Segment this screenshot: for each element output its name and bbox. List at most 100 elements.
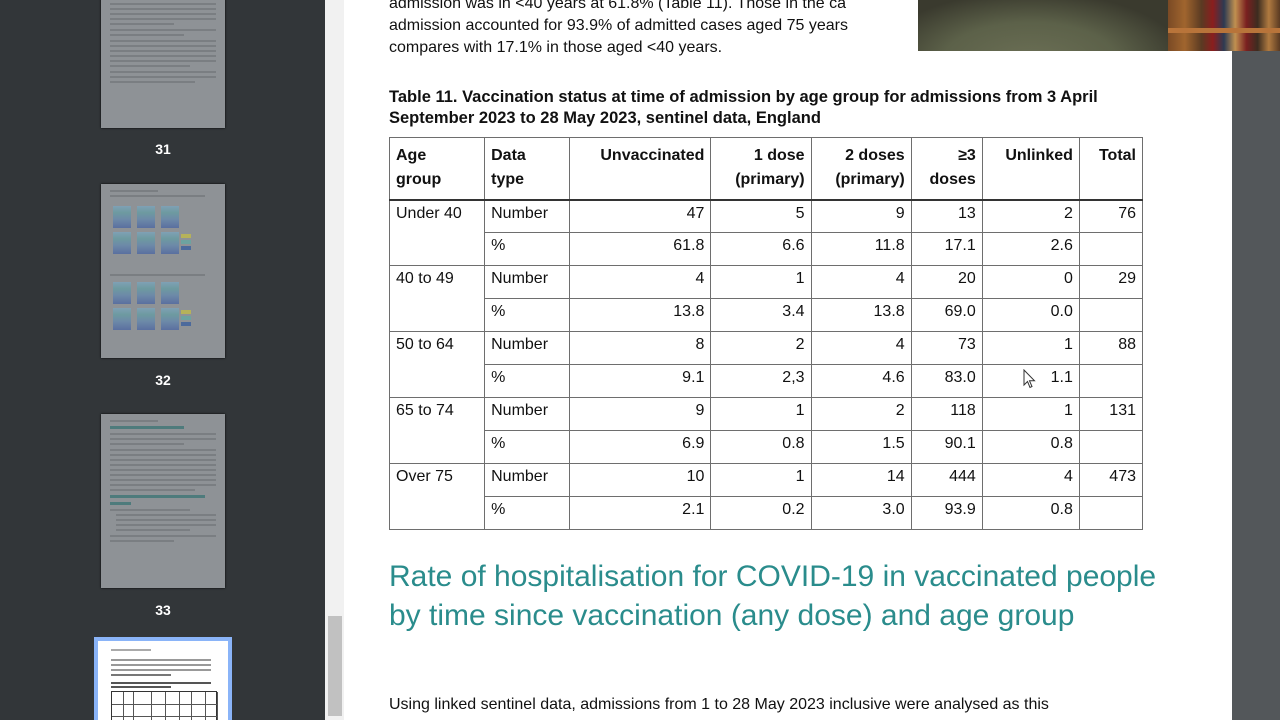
- value-cell: 0.8: [981, 430, 1080, 464]
- value-cell: 83.0: [910, 364, 983, 398]
- value-cell: 1: [981, 331, 1080, 365]
- thumbnail-page-current[interactable]: [94, 637, 232, 720]
- value-cell: 2: [981, 199, 1080, 233]
- document-page: admission was in <40 years at 61.8% (Tab…: [344, 0, 1232, 720]
- value-cell: 9: [569, 397, 712, 431]
- header-unlinked: Unlinked: [981, 137, 1080, 200]
- thumbnail-page-31[interactable]: [101, 0, 225, 128]
- sidebar-scrollbar-thumb[interactable]: [328, 616, 342, 716]
- value-cell: 118: [910, 397, 983, 431]
- thumbnail-label: 31: [155, 141, 171, 157]
- value-cell: 6.6: [710, 232, 812, 266]
- table-row: % 6.9 0.8 1.5 90.1 0.8: [390, 430, 1144, 464]
- data-type-cell: %: [484, 430, 571, 464]
- value-cell: 3.4: [710, 298, 812, 332]
- value-cell: 1: [981, 397, 1080, 431]
- intro-line: admission accounted for 93.9% of admitte…: [389, 17, 848, 34]
- thumbnail-sidebar[interactable]: 31 32: [0, 0, 325, 720]
- age-group-cell: 65 to 74: [388, 397, 486, 464]
- age-group-cell: Over 75: [388, 463, 486, 530]
- data-type-cell: %: [484, 298, 571, 332]
- value-cell: 90.1: [910, 430, 983, 464]
- value-cell: 1: [710, 265, 812, 299]
- value-cell: 17.1: [910, 232, 983, 266]
- mouse-cursor-icon: [1023, 369, 1036, 389]
- value-cell: 73: [910, 331, 983, 365]
- thumbnail-table: [111, 691, 218, 720]
- total-cell: 131: [1078, 397, 1144, 431]
- thumbnail-chart: [113, 282, 179, 330]
- value-cell: 9: [810, 199, 912, 233]
- table-row: 40 to 49 Number 4 1 4 20 0 29: [388, 265, 1144, 332]
- viewer-background: [1232, 0, 1280, 720]
- thumbnail-chart: [113, 206, 179, 254]
- value-cell: 4: [569, 265, 712, 299]
- value-cell: 13.8: [810, 298, 912, 332]
- value-cell: 14: [810, 463, 912, 497]
- data-type-cell: %: [484, 496, 571, 530]
- data-type-cell: Number: [484, 397, 571, 431]
- table-row: Over 75 Number 10 1 14 444 4 473: [388, 463, 1144, 530]
- sidebar-scrollbar-track[interactable]: [325, 0, 344, 720]
- header-total: Total: [1078, 137, 1144, 200]
- data-type-cell: Number: [484, 199, 571, 233]
- value-cell: 4: [981, 463, 1080, 497]
- header-age-group: Age group: [388, 137, 486, 200]
- header-data-type: Data type: [484, 137, 571, 200]
- total-cell: 29: [1078, 265, 1144, 299]
- value-cell: 444: [910, 463, 983, 497]
- total-cell: 473: [1078, 463, 1144, 497]
- value-cell: 5: [710, 199, 812, 233]
- vaccination-status-table: Age group Data type Unvaccinated 1 dose (pr…: [388, 137, 1144, 530]
- intro-line: compares with 17.1% in those aged <40 ye…: [389, 39, 723, 56]
- total-cell: [1078, 232, 1144, 266]
- section-heading: Rate of hospitalisation for COVID-19 in …: [389, 560, 1157, 632]
- thumbnail-page-32[interactable]: [101, 184, 225, 358]
- value-cell: 9.1: [569, 364, 712, 398]
- value-cell: 1: [710, 397, 812, 431]
- value-cell: 0.8: [710, 430, 812, 464]
- value-cell: 2: [810, 397, 912, 431]
- data-type-cell: %: [484, 364, 571, 398]
- table-row: % 2.1 0.2 3.0 93.9 0.8: [390, 496, 1144, 530]
- intro-paragraph: admission was in <40 years at 61.8% (Tab…: [389, 0, 848, 59]
- value-cell: 0.8: [981, 496, 1080, 530]
- value-cell: 0.0: [981, 298, 1080, 332]
- value-cell: 1: [710, 463, 812, 497]
- section-paragraph: Using linked sentinel data, admissions f…: [389, 696, 1049, 713]
- header-3-plus-doses: ≥3 doses: [910, 137, 983, 200]
- bookshelf-background: [1168, 0, 1280, 51]
- table-row: % 61.8 6.6 11.8 17.1 2.6: [390, 232, 1144, 266]
- value-cell: 0.2: [710, 496, 812, 530]
- table-row: % 13.8 3.4 13.8 69.0 0.0: [390, 298, 1144, 332]
- total-cell: 88: [1078, 331, 1144, 365]
- age-group-cell: 40 to 49: [388, 265, 486, 332]
- value-cell: 3.0: [810, 496, 912, 530]
- table-row: 65 to 74 Number 9 1 2 118 1 131: [388, 397, 1144, 464]
- table-caption: Table 11. Vaccination status at time of …: [389, 88, 1098, 127]
- total-cell: [1078, 496, 1144, 530]
- total-cell: [1078, 364, 1144, 398]
- table-header-row: Age group Data type Unvaccinated 1 dose (pr…: [388, 137, 1144, 200]
- header-1-dose: 1 dose (primary): [710, 137, 812, 200]
- data-type-cell: %: [484, 232, 571, 266]
- presenter-video: [918, 0, 1168, 51]
- table-row: Under 40 Number 47 5 9 13 2 76: [388, 199, 1144, 266]
- header-2-doses: 2 doses (primary): [810, 137, 912, 200]
- presenter-webcam: [918, 0, 1280, 51]
- value-cell: 11.8: [810, 232, 912, 266]
- value-cell: 8: [569, 331, 712, 365]
- age-group-cell: 50 to 64: [388, 331, 486, 398]
- value-cell: 13.8: [569, 298, 712, 332]
- value-cell: 2,3: [710, 364, 812, 398]
- value-cell: 10: [569, 463, 712, 497]
- table-row: % 9.1 2,3 4.6 83.0 1.1: [390, 364, 1144, 398]
- value-cell: 4.6: [810, 364, 912, 398]
- total-cell: [1078, 298, 1144, 332]
- thumbnail-page-33[interactable]: [101, 414, 225, 588]
- value-cell: 47: [569, 199, 712, 233]
- intro-line: admission was in <40 years at 61.8% (Tab…: [389, 0, 846, 12]
- value-cell: 2.1: [569, 496, 712, 530]
- table-row: 50 to 64 Number 8 2 4 73 1 88: [388, 331, 1144, 398]
